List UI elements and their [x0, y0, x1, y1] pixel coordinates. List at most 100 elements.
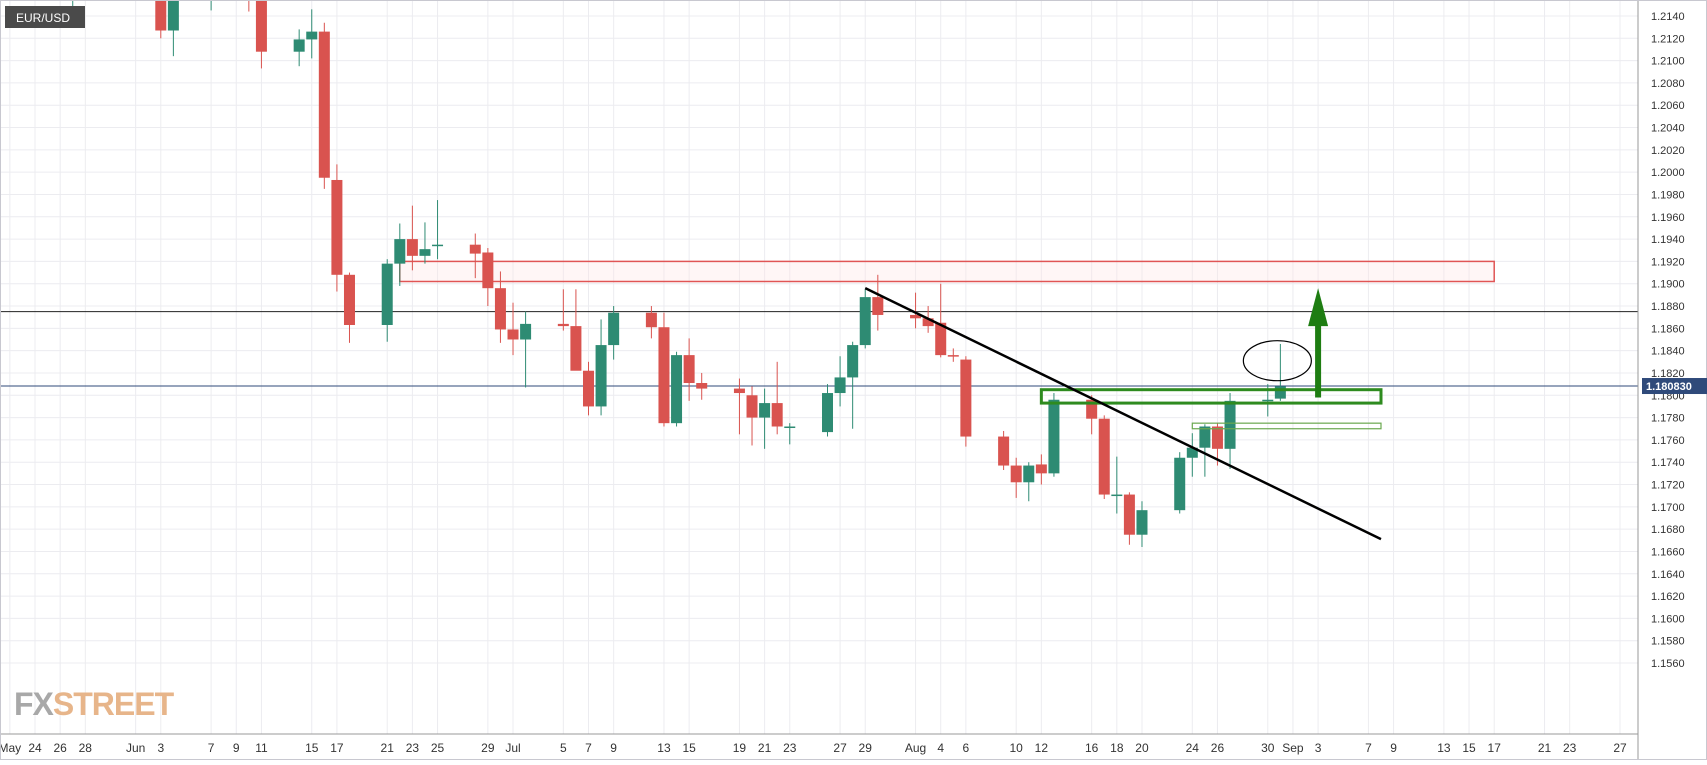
- x-tick-label: Jul: [505, 741, 520, 755]
- candle-body[interactable]: [998, 436, 1010, 466]
- candle-body[interactable]: [255, 0, 267, 52]
- candle-body[interactable]: [318, 31, 330, 178]
- candle-body[interactable]: [520, 323, 532, 340]
- candle-body[interactable]: [935, 322, 947, 356]
- candle-body[interactable]: [1048, 399, 1060, 474]
- candle-body[interactable]: [293, 39, 305, 52]
- x-tick-label: 18: [1110, 741, 1124, 755]
- candle-body[interactable]: [1199, 426, 1211, 448]
- x-tick-label: 9: [610, 741, 617, 755]
- candle-body[interactable]: [847, 345, 859, 378]
- x-tick-label: 21: [758, 741, 772, 755]
- candle-body[interactable]: [1186, 447, 1198, 458]
- x-tick-label: 11: [255, 741, 268, 755]
- x-tick-label: May: [0, 741, 21, 755]
- candle-body[interactable]: [872, 297, 884, 315]
- x-tick-label: 15: [682, 741, 696, 755]
- candle-body[interactable]: [1123, 494, 1135, 535]
- candle-body[interactable]: [1211, 426, 1223, 449]
- x-tick-label: 30: [1261, 741, 1275, 755]
- support-zone: [1039, 388, 1383, 405]
- x-tick-label: 26: [53, 741, 67, 755]
- candle-body[interactable]: [733, 388, 745, 394]
- candle-body[interactable]: [834, 377, 846, 394]
- y-tick-label: 1.1620: [1651, 591, 1685, 603]
- x-tick-label: 23: [1563, 741, 1577, 755]
- candle-body[interactable]: [394, 239, 406, 264]
- y-tick-label: 1.1940: [1651, 234, 1685, 246]
- candle-body[interactable]: [759, 403, 771, 418]
- candle-body[interactable]: [419, 249, 431, 256]
- candle-body[interactable]: [1174, 457, 1186, 511]
- candle-body[interactable]: [167, 0, 179, 31]
- candle-body[interactable]: [1010, 465, 1022, 483]
- y-tick-label: 1.2020: [1651, 145, 1685, 157]
- candle-body[interactable]: [910, 314, 922, 319]
- overlays: [864, 287, 1383, 541]
- candle-body[interactable]: [960, 359, 972, 437]
- candle-body[interactable]: [482, 252, 494, 289]
- candle-body[interactable]: [1098, 418, 1110, 495]
- candle-body[interactable]: [155, 0, 167, 31]
- candle-body[interactable]: [1136, 510, 1148, 535]
- candle-body[interactable]: [1023, 465, 1035, 483]
- candle-body[interactable]: [507, 329, 519, 340]
- zones: [399, 260, 1495, 283]
- candle-body[interactable]: [947, 355, 959, 357]
- bullish-arrow-head: [1308, 288, 1329, 327]
- x-tick-label: 5: [560, 741, 567, 755]
- x-tick-label: Sep: [1282, 741, 1304, 755]
- x-tick-label: 12: [1035, 741, 1049, 755]
- candle-body[interactable]: [683, 355, 695, 384]
- x-tick-label: 24: [28, 741, 42, 755]
- candle-body[interactable]: [922, 318, 934, 327]
- logo-fx: FX: [14, 686, 55, 722]
- x-tick-label: 17: [1488, 741, 1502, 755]
- candle-body[interactable]: [746, 395, 758, 418]
- y-tick-label: 1.2100: [1651, 56, 1685, 68]
- candles[interactable]: [67, 0, 1286, 547]
- candle-body[interactable]: [1224, 400, 1236, 449]
- candle-body[interactable]: [658, 327, 670, 424]
- candle-body[interactable]: [822, 393, 833, 433]
- candle-body[interactable]: [784, 426, 796, 429]
- candle-body[interactable]: [494, 288, 506, 330]
- x-tick-label: 21: [381, 741, 395, 755]
- candle-body[interactable]: [771, 403, 783, 427]
- candle-body[interactable]: [557, 323, 569, 327]
- candle-body[interactable]: [469, 244, 481, 254]
- symbol-tag-bg: [5, 6, 85, 28]
- plot-background: [0, 0, 1638, 734]
- y-tick-label: 1.1680: [1651, 524, 1685, 536]
- candle-body[interactable]: [381, 263, 393, 325]
- candle-body[interactable]: [331, 179, 343, 275]
- candle-body[interactable]: [306, 31, 318, 40]
- candle-body[interactable]: [645, 312, 657, 328]
- x-tick-label: 13: [1437, 741, 1451, 755]
- candle-body[interactable]: [671, 355, 683, 424]
- y-tick-label: 1.1820: [1651, 368, 1685, 380]
- y-tick-label: 1.1740: [1651, 457, 1685, 469]
- candle-body[interactable]: [406, 239, 418, 256]
- candle-body[interactable]: [595, 345, 607, 407]
- candle-body[interactable]: [1274, 386, 1286, 399]
- x-tick-label: Aug: [905, 741, 926, 755]
- candle-body[interactable]: [582, 370, 594, 407]
- candle-body[interactable]: [1262, 399, 1274, 402]
- y-tick-label: 1.1780: [1651, 413, 1685, 425]
- candle-body[interactable]: [432, 244, 444, 247]
- candle-body[interactable]: [696, 383, 708, 389]
- candle-body[interactable]: [1086, 399, 1098, 419]
- y-tick-label: 1.1960: [1651, 212, 1685, 224]
- y-tick-label: 1.1900: [1651, 279, 1685, 291]
- candle-body[interactable]: [608, 312, 620, 346]
- highlight-ellipse: [1242, 340, 1312, 382]
- x-tick-label: 28: [79, 741, 93, 755]
- candle-body[interactable]: [859, 297, 871, 346]
- candle-body[interactable]: [1111, 494, 1123, 497]
- x-tick-label: 15: [305, 741, 319, 755]
- candle-body[interactable]: [343, 274, 355, 325]
- candle-body[interactable]: [570, 326, 582, 371]
- candle-body[interactable]: [1035, 464, 1047, 474]
